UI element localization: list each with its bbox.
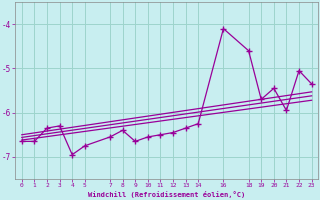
X-axis label: Windchill (Refroidissement éolien,°C): Windchill (Refroidissement éolien,°C) [88, 191, 245, 198]
